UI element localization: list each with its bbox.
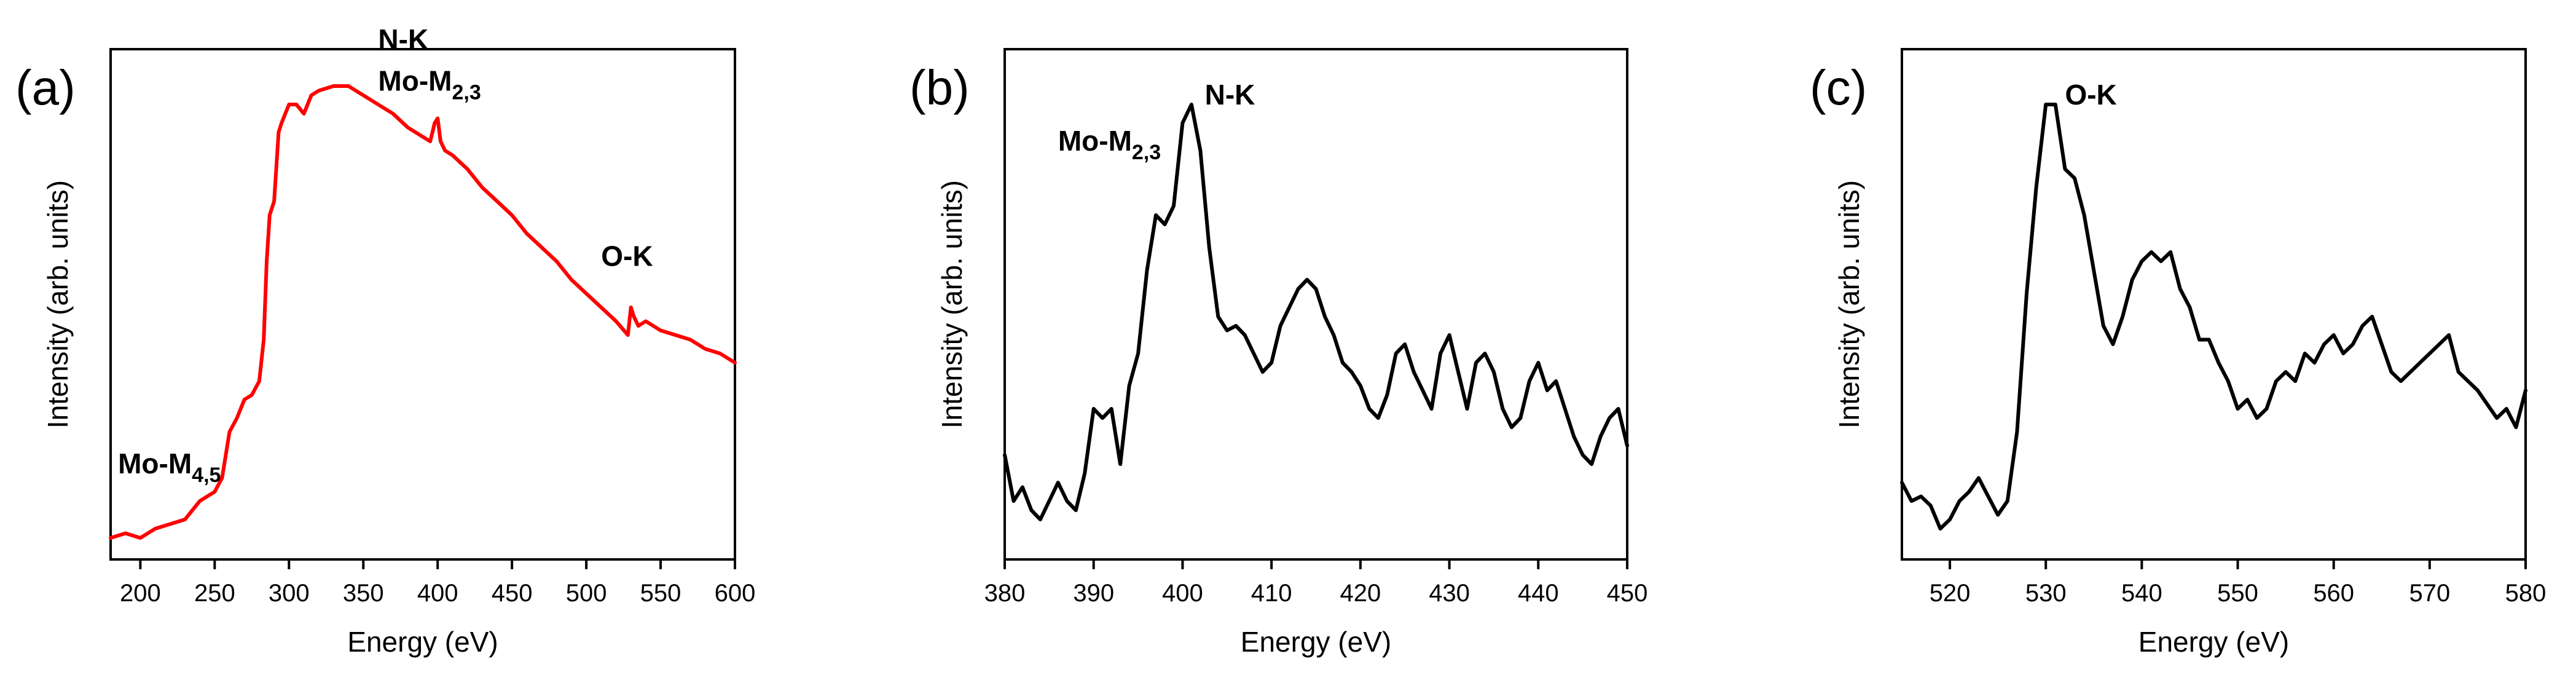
peak-annotation: Mo-M2,3 — [378, 65, 481, 105]
x-tick-label: 600 — [715, 580, 756, 607]
x-tick-label: 450 — [1607, 580, 1648, 607]
panel-label: (a) — [15, 60, 76, 115]
x-tick-label: 550 — [2217, 580, 2258, 607]
plot-frame — [1901, 48, 2527, 561]
y-axis-title: Intensity (arb. units) — [1833, 180, 1865, 428]
x-tick-label: 380 — [984, 580, 1026, 607]
panel-label: (c) — [1810, 60, 1867, 115]
peak-annotation: O-K — [2065, 79, 2116, 111]
peak-annotation: N-K — [1205, 79, 1255, 111]
x-tick-label: 200 — [120, 580, 161, 607]
x-tick-label: 350 — [343, 580, 384, 607]
peak-annotation: Mo-M2,3 — [1058, 125, 1161, 164]
annotation-subscript: 2,3 — [1132, 141, 1161, 164]
y-axis-title: Intensity (arb. units) — [42, 180, 74, 428]
x-tick-label: 450 — [492, 580, 533, 607]
annotation-text: Mo-M — [1058, 125, 1132, 157]
x-tick-label: 540 — [2121, 580, 2162, 607]
plot-frame — [1003, 48, 1628, 561]
x-axis-title: Energy (eV) — [347, 626, 498, 658]
x-tick-label: 390 — [1073, 580, 1114, 607]
x-tick-label: 430 — [1429, 580, 1470, 607]
annotation-text: Mo-M — [118, 448, 192, 480]
x-axis-title: Energy (eV) — [1241, 626, 1391, 658]
x-tick-label: 530 — [2025, 580, 2067, 607]
x-tick-label: 570 — [2409, 580, 2450, 607]
peak-annotation: O-K — [601, 240, 653, 272]
annotation-text: N-K — [1205, 79, 1255, 111]
panel-label: (b) — [909, 60, 970, 115]
peak-annotation: Mo-M4,5 — [118, 448, 221, 487]
series-line — [1003, 103, 1629, 521]
x-tick-label: 520 — [1930, 580, 1971, 607]
x-tick-label: 400 — [417, 580, 458, 607]
x-axis-title: Energy (eV) — [2138, 626, 2289, 658]
series-line — [1900, 103, 2527, 531]
peak-annotation: N-K — [378, 23, 428, 55]
annotation-text: O-K — [2065, 79, 2116, 111]
annotation-subscript: 2,3 — [452, 81, 481, 105]
annotation-text: N-K — [378, 23, 428, 55]
x-tick-label: 400 — [1162, 580, 1203, 607]
x-tick-label: 420 — [1340, 580, 1381, 607]
x-tick-label: 300 — [269, 580, 310, 607]
x-tick-label: 250 — [194, 580, 235, 607]
chart-panel-3: (c) 520 530 540 550 560 570 580 Energy (eV) Inten… — [1810, 48, 2547, 658]
x-tick-label: 440 — [1518, 580, 1559, 607]
annotation-text: Mo-M — [378, 65, 452, 97]
x-tick-label: 560 — [2313, 580, 2354, 607]
series-line — [109, 84, 737, 540]
y-axis-title: Intensity (arb. units) — [936, 180, 968, 428]
x-tick-label: 500 — [566, 580, 607, 607]
x-tick-label: 410 — [1251, 580, 1292, 607]
annotation-text: O-K — [601, 240, 653, 272]
plot-frame — [109, 48, 736, 561]
chart-panel-2: (b) 380 390 400 410 420 430 440 450 Energy (eV) In… — [909, 48, 1648, 658]
x-tick-label: 580 — [2505, 580, 2547, 607]
chart-panel-1: (a) 200 250 300 350 400 450 500 550 600 Energy (eV… — [15, 23, 755, 658]
annotation-subscript: 4,5 — [192, 464, 221, 487]
x-tick-label: 550 — [640, 580, 681, 607]
